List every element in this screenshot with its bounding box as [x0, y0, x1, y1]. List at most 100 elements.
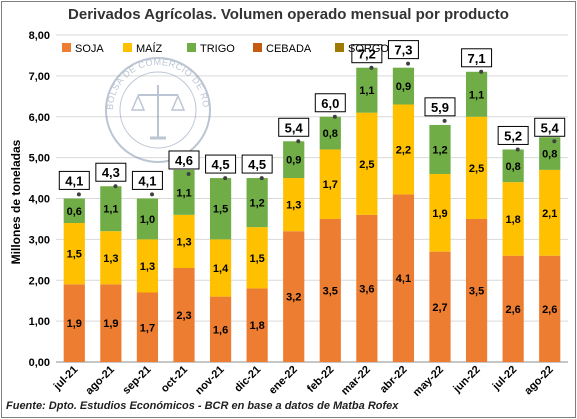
total-label-box — [534, 117, 566, 137]
bar-segment-maíz — [392, 104, 415, 195]
bar-segment-maíz — [319, 149, 341, 219]
segment-value-label: 2,1 — [542, 208, 557, 220]
legend-label: CEBADA — [266, 43, 312, 55]
total-value-label: 7,1 — [468, 51, 486, 66]
segment-value-label: 1,9 — [432, 208, 447, 220]
segment-value-label: 1,1 — [103, 204, 118, 216]
total-marker — [552, 139, 557, 144]
bar-segment-soja — [100, 284, 122, 362]
segment-value-label: 1,5 — [213, 204, 228, 216]
bar-segment-trigo — [502, 149, 524, 183]
total-label-box — [351, 44, 383, 64]
y-tick-label: 6,00 — [29, 112, 50, 124]
total-value-label: 4,5 — [212, 157, 230, 172]
segment-value-label: 2,6 — [505, 304, 520, 316]
bar-segment-maíz — [100, 231, 122, 285]
segment-value-label: 2,3 — [176, 310, 191, 322]
segment-value-label: 1,1 — [469, 89, 484, 101]
bar-segment-maíz — [209, 239, 232, 297]
bar-segment-soja — [283, 231, 305, 362]
legend-label: TRIGO — [200, 43, 235, 55]
source-note: Fuente: Dpto. Estudios Económicos - BCR … — [6, 400, 399, 412]
bar-segment-maíz — [63, 223, 85, 285]
bar-segment-trigo — [283, 141, 305, 179]
total-value-label: 4,1 — [65, 173, 83, 188]
bar-segment-soja — [319, 218, 341, 362]
segment-value-label: 3,2 — [286, 292, 301, 304]
bar-segment-soja — [465, 218, 488, 362]
x-tick-label: feb-22 — [305, 364, 336, 395]
bar-segment-trigo — [392, 67, 415, 105]
total-marker — [479, 69, 484, 74]
y-tick-label: 0,00 — [29, 357, 50, 369]
segment-value-label: 1,3 — [140, 261, 155, 273]
total-marker — [113, 184, 118, 189]
x-tick-label: abr-22 — [378, 364, 410, 396]
total-marker — [150, 192, 155, 197]
x-tick-label: jul-22 — [490, 364, 520, 394]
segment-value-label: 3,5 — [469, 285, 484, 297]
total-value-label: 4,6 — [175, 153, 193, 168]
legend-swatch-trigo — [187, 43, 196, 52]
bar-segment-trigo — [63, 198, 85, 224]
total-marker — [296, 139, 301, 144]
segment-value-label: 3,6 — [359, 283, 374, 295]
bar-segment-soja — [136, 292, 159, 362]
total-label-box — [168, 150, 200, 170]
legend-label: SOJA — [75, 43, 104, 55]
segment-value-label: 1,0 — [140, 214, 155, 226]
bar-segment-trigo — [209, 178, 232, 240]
x-tick-label: mar-22 — [339, 364, 373, 398]
bar-segment-soja — [356, 214, 378, 362]
legend-swatch-cebada — [253, 43, 262, 52]
total-value-label: 6,0 — [321, 96, 339, 111]
total-marker — [259, 176, 264, 181]
x-tick-label: sep-21 — [120, 364, 153, 397]
chart-title: Derivados Agrícolas. Volumen operado men… — [68, 6, 509, 23]
segment-value-label: 1,3 — [176, 236, 191, 248]
y-tick-label: 3,00 — [29, 234, 50, 246]
total-marker — [186, 171, 191, 176]
segment-value-label: 0,8 — [505, 161, 520, 173]
bar-segment-maíz — [246, 227, 268, 289]
y-tick-label: 4,00 — [29, 194, 50, 206]
segment-value-label: 1,2 — [432, 144, 447, 156]
bar-segment-trigo — [246, 178, 268, 228]
legend-swatch-sorgo — [335, 43, 344, 52]
x-tick-label: nov-21 — [193, 364, 227, 398]
bar-segment-soja — [392, 194, 415, 362]
total-label-box — [205, 154, 237, 174]
total-value-label: 7,3 — [394, 43, 412, 58]
segment-value-label: 2,5 — [469, 163, 484, 175]
total-value-label: 4,5 — [248, 157, 266, 172]
bar-segment-soja — [209, 296, 232, 362]
segment-value-label: 1,3 — [103, 253, 118, 265]
bar-segment-soja — [63, 284, 85, 362]
bar-segment-maíz — [502, 182, 524, 256]
bar-segment-trigo — [356, 67, 378, 113]
total-value-label: 7,2 — [358, 47, 376, 62]
x-tick-label: jul-21 — [51, 364, 81, 394]
total-marker — [442, 118, 447, 123]
total-label-box — [424, 97, 456, 117]
total-value-label: 5,2 — [504, 128, 522, 143]
bar-segment-soja — [539, 255, 561, 362]
y-tick-label: 7,00 — [29, 71, 50, 83]
segment-value-label: 1,4 — [213, 263, 229, 275]
segment-value-label: 1,7 — [140, 322, 155, 334]
bar-segment-maíz — [283, 178, 305, 232]
bar-segment-soja — [173, 267, 195, 362]
y-tick-label: 2,00 — [29, 275, 50, 287]
segment-value-label: 1,7 — [323, 179, 338, 191]
total-value-label: 4,3 — [102, 165, 120, 180]
total-label-box — [497, 125, 529, 145]
segment-value-label: 1,6 — [213, 324, 228, 336]
total-label-box — [461, 48, 493, 68]
segment-value-label: 4,1 — [396, 273, 411, 285]
total-marker — [332, 114, 337, 119]
segment-value-label: 2,7 — [432, 302, 447, 314]
segment-value-label: 0,6 — [67, 206, 82, 218]
y-tick-label: 5,00 — [29, 153, 50, 165]
y-axis-label: Millones de toneladas — [9, 139, 23, 264]
